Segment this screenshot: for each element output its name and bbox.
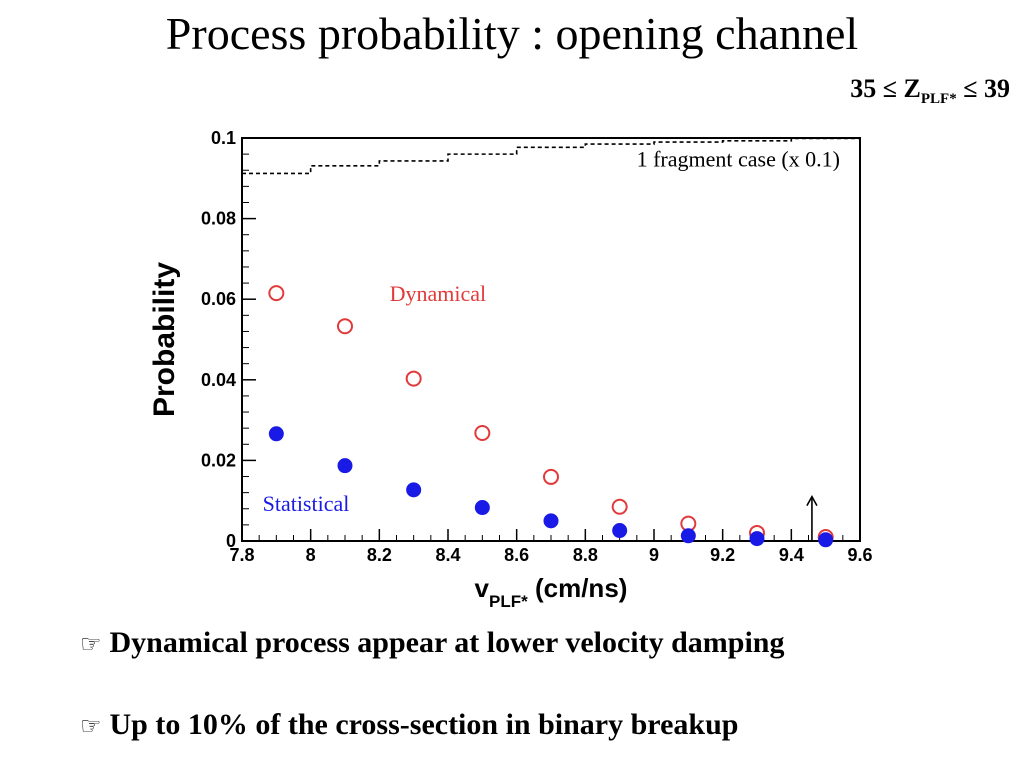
dynamical-point	[268, 285, 285, 302]
x-tick-label: 8.8	[573, 545, 598, 565]
pointing-hand-icon: ☞	[80, 712, 102, 740]
statistical-point	[680, 528, 696, 544]
dynamical-point	[337, 318, 353, 335]
y-tick-label: 0.06	[201, 289, 236, 309]
y-axis-label: Probability	[148, 262, 181, 417]
probability-chart: 7.8 8 8.2 8.4 8.6 8.8 9 9.2 9.4 9.6 0 0.02 0.04 0.06 0…	[148, 128, 873, 611]
y-tick-label: 0.08	[201, 209, 236, 229]
statistical-point	[474, 500, 490, 516]
statistical-point	[406, 482, 422, 498]
bullet-1: ☞ Dynamical process appear at lower veloc…	[80, 626, 785, 660]
x-tick-label: 9.4	[779, 545, 804, 565]
statistical-point	[749, 531, 765, 547]
dynamical-point	[474, 424, 491, 441]
z-range-label: 35 ≤ ZPLF* ≤ 39	[850, 74, 1010, 108]
x-tick-label: 8.2	[367, 545, 392, 565]
y-tick-label: 0.1	[211, 128, 236, 148]
slide-title: Process probability : opening channel	[165, 8, 859, 59]
bullet-1-text: Dynamical process appear at lower veloci…	[109, 626, 785, 659]
statistical-point	[337, 458, 353, 474]
statistical-point	[543, 513, 559, 529]
bullet-2: ☞ Up to 10% of the cross-section in binar…	[80, 708, 738, 742]
x-tick-label: 9	[649, 545, 659, 565]
one-fragment-step-line	[242, 137, 860, 175]
statistical-point	[612, 523, 628, 539]
x-axis-label: vPLF* (cm/ns)	[475, 573, 628, 611]
dynamical-point	[405, 370, 422, 387]
statistical-point	[268, 426, 284, 442]
y-tick-label: 0.04	[201, 370, 236, 390]
pointing-hand-icon: ☞	[80, 630, 102, 658]
one-fragment-label: 1 fragment case (x 0.1)	[637, 147, 840, 172]
plot-frame	[241, 137, 861, 542]
bullet-2-text: Up to 10% of the cross-section in binary…	[109, 708, 739, 741]
x-tick-label: 8.6	[504, 545, 529, 565]
y-tick-label: 0.02	[201, 450, 236, 470]
arrow-icon	[806, 495, 818, 507]
x-tick-label: 9.2	[710, 545, 735, 565]
x-tick-label: 8	[306, 545, 316, 565]
statistical-label: Statistical	[263, 491, 350, 516]
statistical-point	[818, 532, 834, 548]
dynamical-point	[611, 498, 628, 515]
x-tick-label: 7.8	[229, 545, 254, 565]
x-tick-label: 8.4	[435, 545, 460, 565]
dynamical-label: Dynamical	[390, 281, 487, 306]
dynamical-point	[543, 468, 559, 485]
y-tick-label: 0	[226, 531, 236, 551]
x-tick-label: 9.6	[847, 545, 872, 565]
